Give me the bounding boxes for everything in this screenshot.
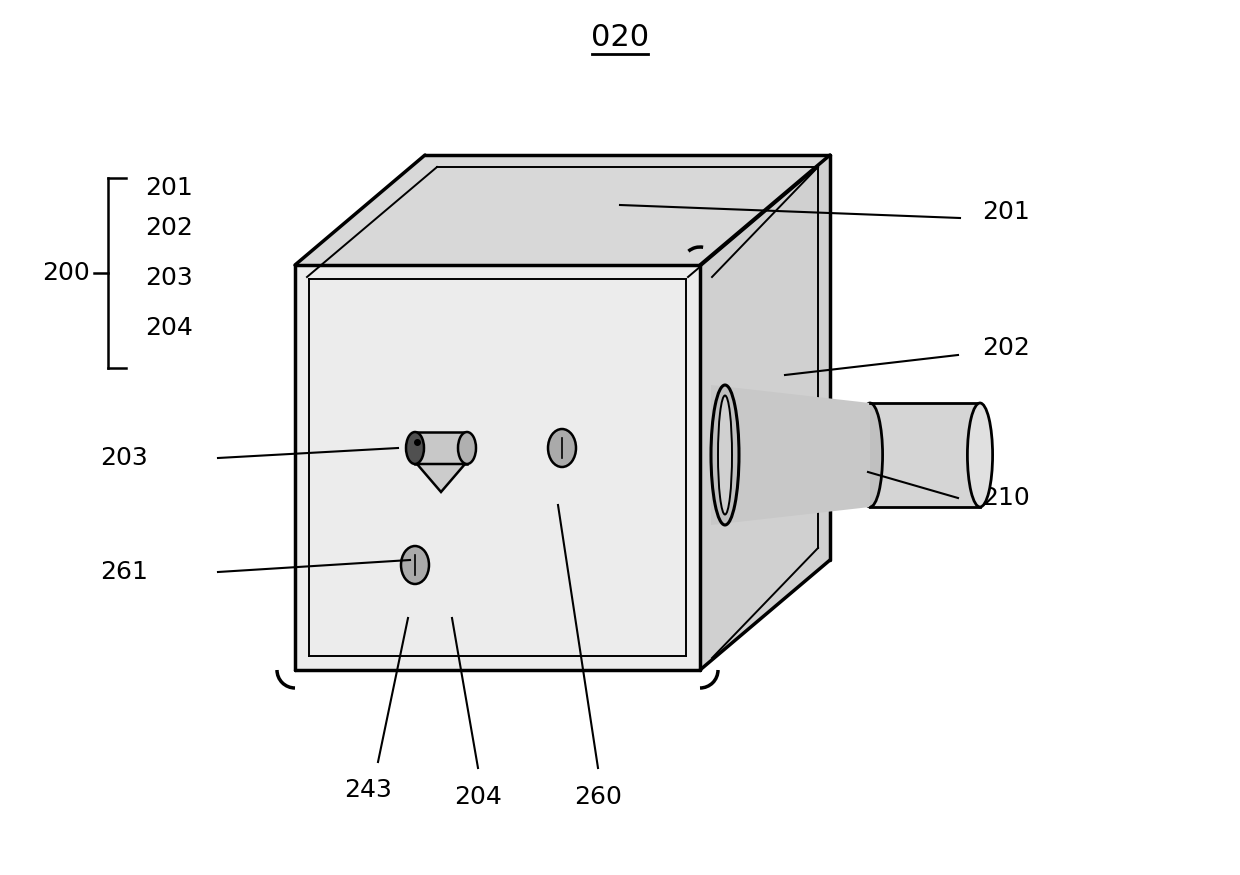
Polygon shape [870, 403, 980, 507]
Text: 201: 201 [145, 176, 192, 200]
Polygon shape [711, 385, 870, 525]
Ellipse shape [458, 432, 476, 464]
Polygon shape [417, 464, 465, 492]
Text: 200: 200 [42, 261, 89, 285]
Text: 203: 203 [100, 446, 148, 470]
Ellipse shape [857, 403, 883, 507]
Polygon shape [701, 155, 830, 670]
Text: 202: 202 [145, 216, 193, 240]
Text: 204: 204 [454, 785, 502, 809]
Ellipse shape [718, 396, 732, 514]
Text: 204: 204 [145, 316, 193, 340]
Text: 261: 261 [100, 560, 148, 584]
Ellipse shape [405, 432, 424, 464]
Polygon shape [295, 155, 830, 265]
Text: 201: 201 [982, 200, 1029, 224]
Text: 210: 210 [982, 486, 1029, 510]
Ellipse shape [967, 403, 992, 507]
Ellipse shape [711, 385, 739, 525]
Ellipse shape [401, 546, 429, 584]
Text: 243: 243 [343, 778, 392, 802]
Ellipse shape [548, 429, 577, 467]
Text: 020: 020 [591, 24, 649, 52]
Text: 203: 203 [145, 266, 192, 290]
Polygon shape [295, 265, 701, 670]
Polygon shape [415, 432, 467, 464]
Text: 202: 202 [982, 336, 1030, 360]
Text: 260: 260 [574, 785, 622, 809]
